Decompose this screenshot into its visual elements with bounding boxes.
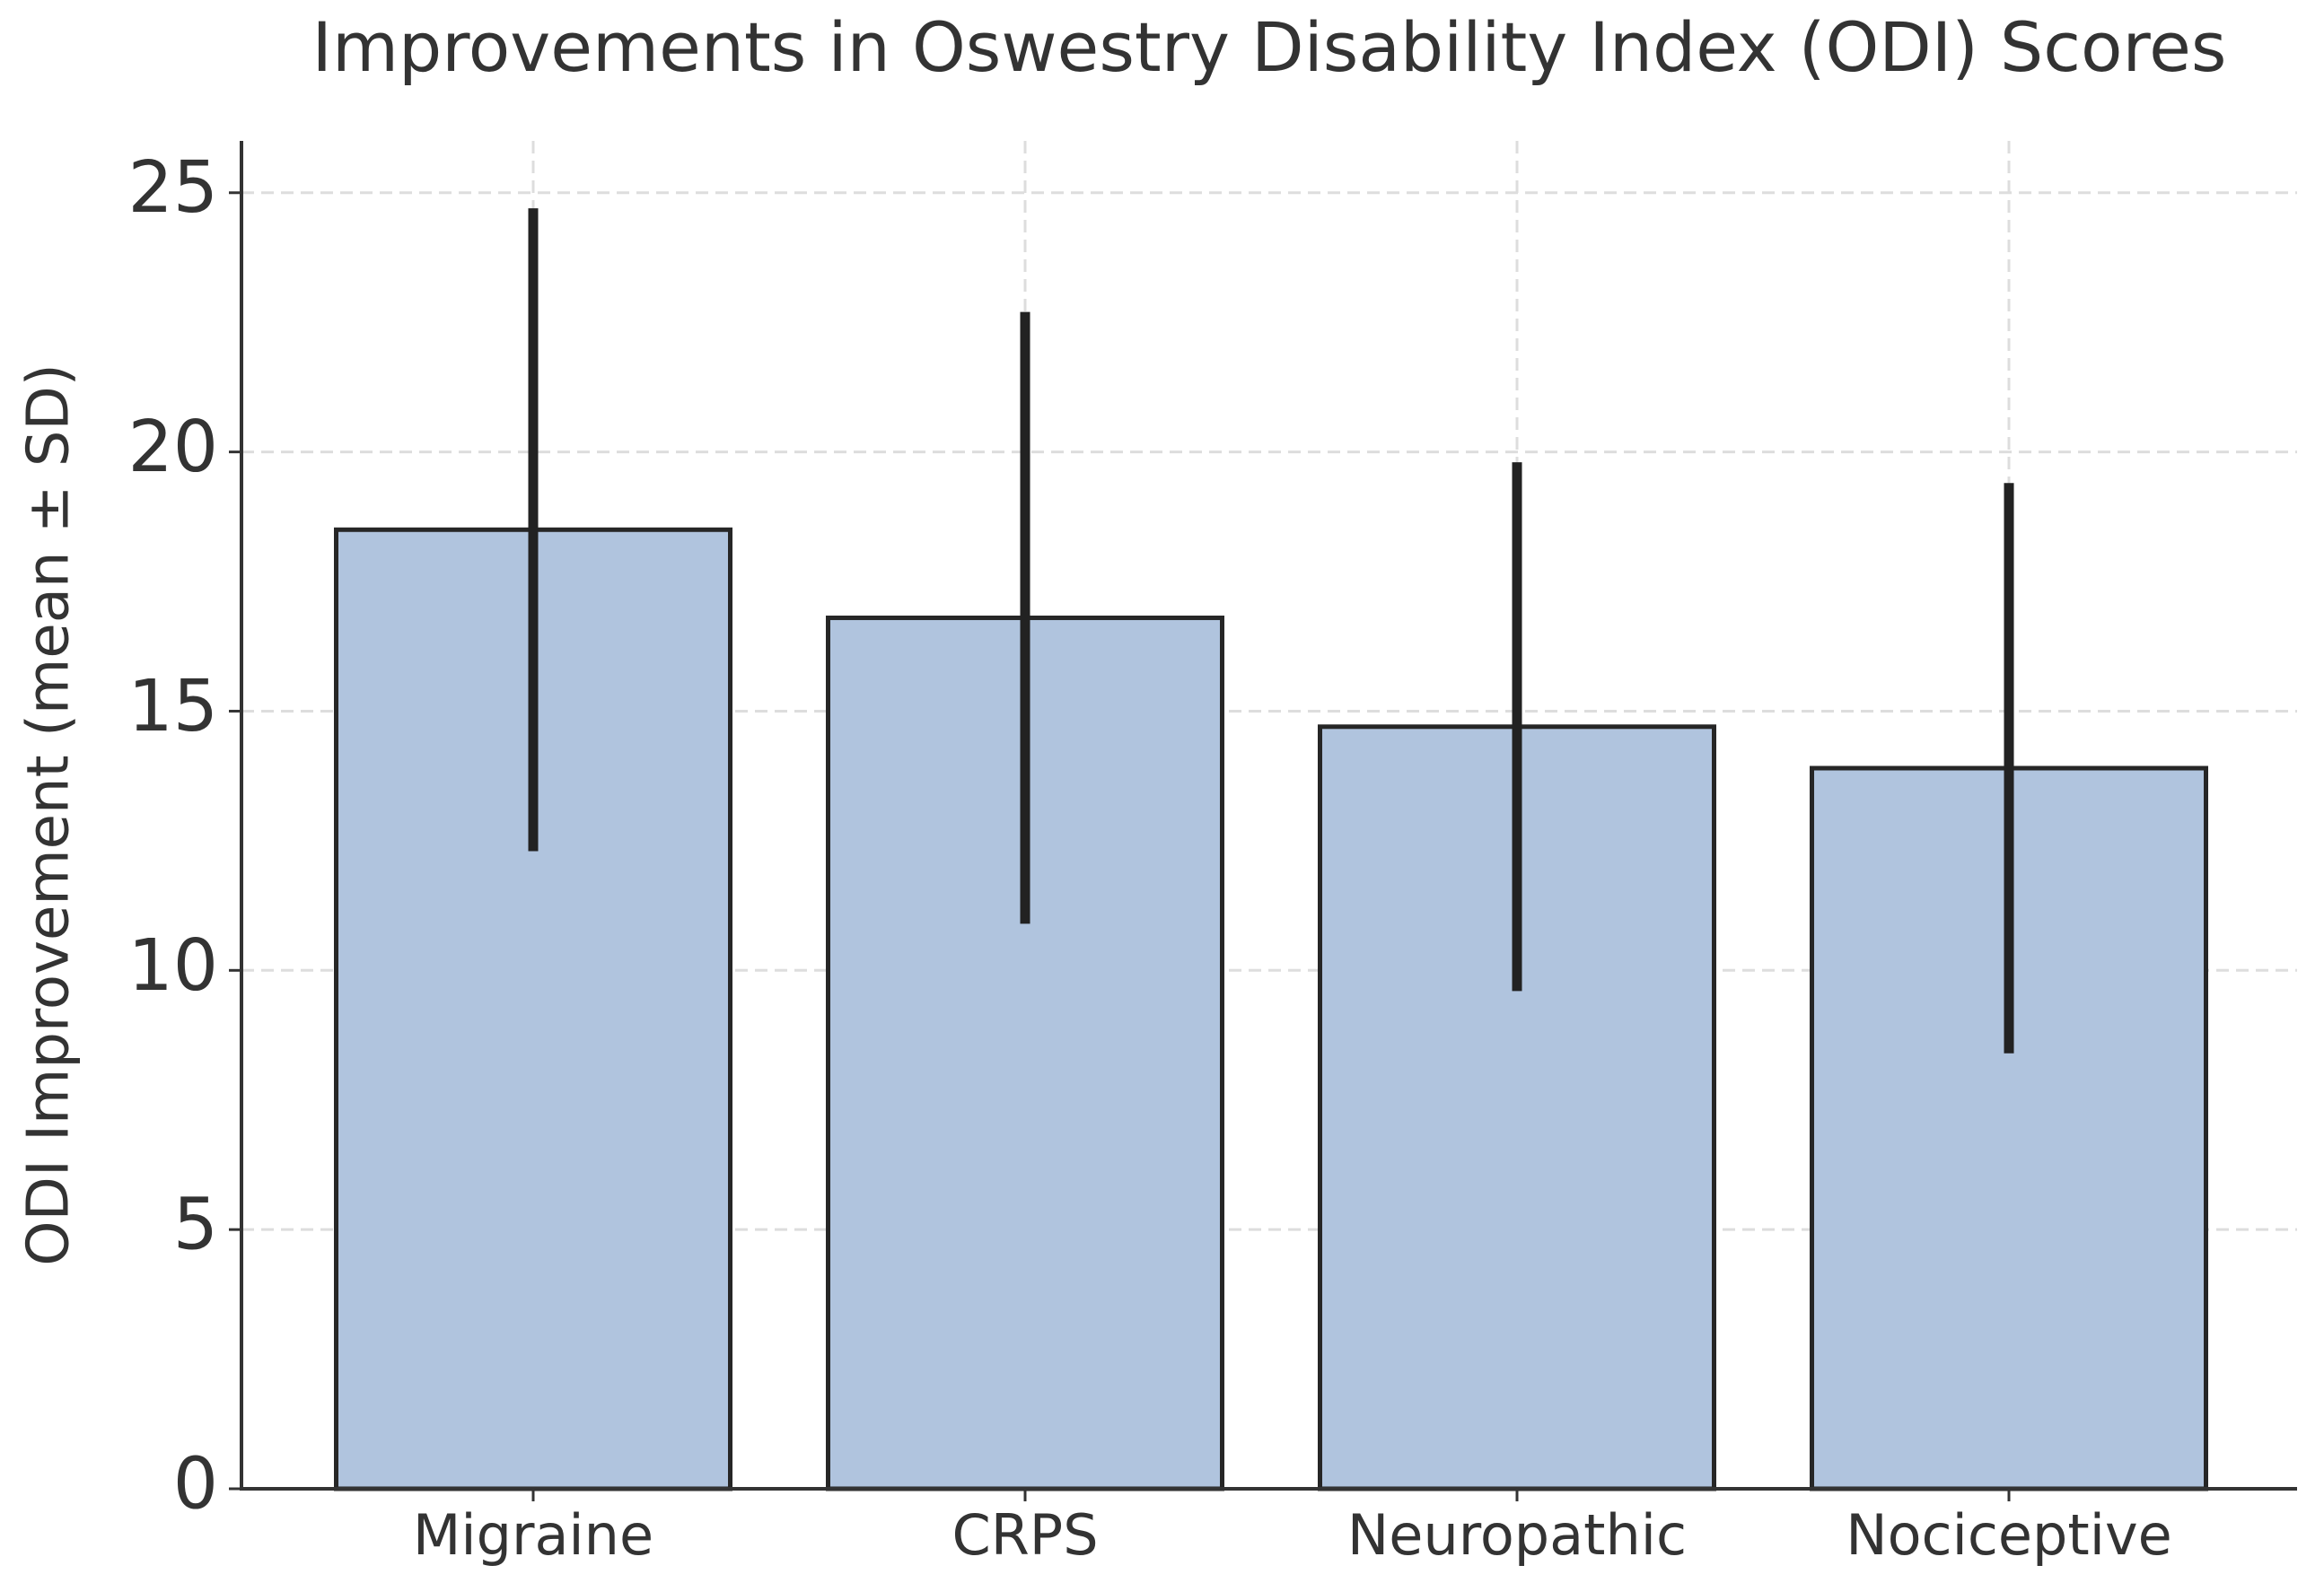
- y-tick-label: 0: [173, 1442, 218, 1525]
- y-axis-label: ODI Improvement (mean ± SD): [16, 363, 83, 1265]
- y-tick-label: 5: [173, 1184, 218, 1266]
- x-tick-label: Migraine: [413, 1502, 653, 1568]
- chart-title: Improvements in Oswestry Disability Inde…: [312, 7, 2227, 87]
- y-tick-label: 25: [127, 146, 218, 229]
- y-tick-label: 10: [127, 924, 218, 1007]
- x-tick-label: Neuropathic: [1347, 1502, 1687, 1568]
- x-tick-label: Nociceptive: [1846, 1502, 2172, 1568]
- y-tick-label: 15: [127, 665, 218, 748]
- y-tick-label: 20: [127, 406, 218, 488]
- x-tick-label: CRPS: [952, 1502, 1098, 1568]
